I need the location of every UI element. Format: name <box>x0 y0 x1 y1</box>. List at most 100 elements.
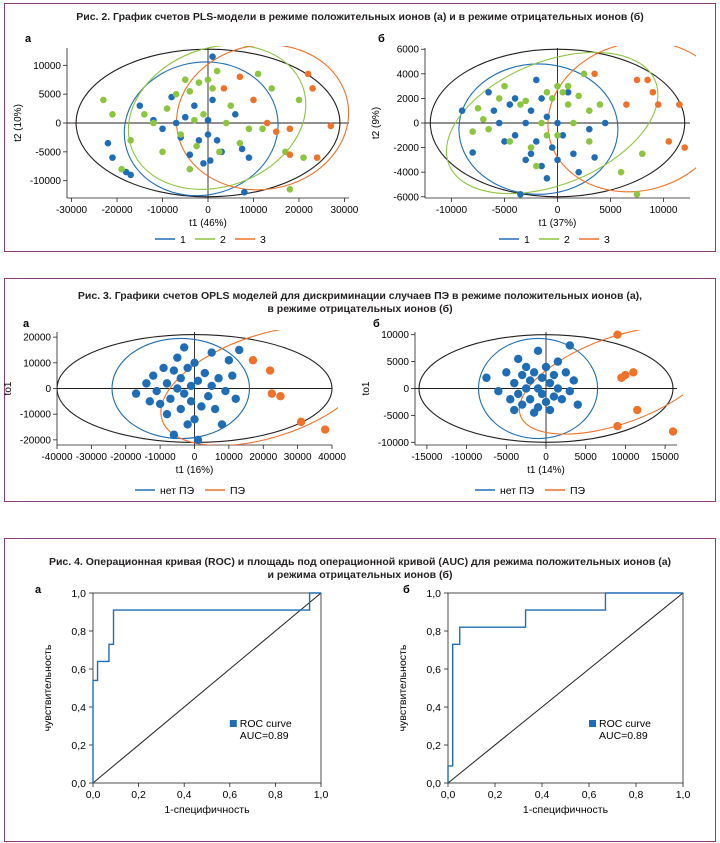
data-point-series-1 <box>109 154 116 161</box>
y-tick-label: 1,0 <box>71 588 86 600</box>
data-point-series-2 <box>548 95 556 102</box>
data-point-series-нет-ПЭ <box>142 379 151 388</box>
data-point-series-2 <box>554 82 561 90</box>
x-tick-label: 30000 <box>284 452 312 463</box>
roc-curve-line <box>92 592 321 783</box>
panel-label: б <box>373 318 380 330</box>
legend-label-no-pe-b: нет ПЭ <box>500 485 535 497</box>
data-point-series-нет-ПЭ <box>517 400 527 409</box>
x-tick-label: 1,0 <box>676 789 691 801</box>
data-point-series-1 <box>501 138 508 145</box>
data-point-series-нет-ПЭ <box>525 395 535 404</box>
data-point-series-1 <box>527 107 535 115</box>
data-point-series-2 <box>172 90 180 98</box>
data-point-series-3 <box>220 85 228 92</box>
data-point-series-1 <box>564 88 572 96</box>
data-point-series-нет-ПЭ <box>521 384 531 393</box>
x-tick-label: -20000 <box>101 205 133 216</box>
y-tick-label: 6000 <box>397 45 420 56</box>
data-point-series-нет-ПЭ <box>162 379 172 388</box>
data-point-series-ПЭ <box>633 405 642 415</box>
data-point-series-нет-ПЭ <box>204 392 213 401</box>
data-point-series-нет-ПЭ <box>183 420 192 429</box>
data-point-series-нет-ПЭ <box>173 384 182 393</box>
data-point-series-нет-ПЭ <box>200 368 210 378</box>
data-point-series-3 <box>649 88 657 96</box>
data-point-series-1 <box>127 171 134 179</box>
data-point-series-2 <box>286 186 294 193</box>
data-point-series-нет-ПЭ <box>565 341 575 350</box>
data-point-series-1 <box>538 95 545 102</box>
reference-diagonal <box>92 592 322 784</box>
legend-label-1b: 1 <box>524 234 530 246</box>
data-point-series-1 <box>213 137 221 144</box>
y-tick-label: -6000 <box>393 192 419 203</box>
data-point-series-1 <box>586 125 593 133</box>
x-tick-label: 0,6 <box>582 789 597 801</box>
x-tick-label: 20000 <box>249 452 277 463</box>
legend-label-2b: 2 <box>564 234 570 246</box>
x-tick-label: 5000 <box>575 452 598 463</box>
data-point-series-1 <box>245 154 253 161</box>
data-point-series-2 <box>480 116 487 123</box>
data-point-series-нет-ПЭ <box>482 373 491 382</box>
data-point-series-1 <box>543 113 551 121</box>
chart-fig4b: б 0,00,0 0,2 0,2 0,4 0,4 0,6 0,6 0,8 0,8 1,0 1,0 1-с… <box>397 584 691 816</box>
figure-4-title-line1: Рис. 4. Операционная кривая (ROC) и площ… <box>48 556 672 568</box>
data-point-series-2 <box>300 154 307 161</box>
data-point-series-нет-ПЭ <box>537 373 547 382</box>
y-tick-label: 0,0 <box>71 778 86 790</box>
data-point-series-1 <box>527 150 535 158</box>
data-point-series-нет-ПЭ <box>545 405 555 415</box>
ellipse-group <box>418 330 683 443</box>
data-point-series-1 <box>485 88 492 96</box>
figure-2-title: Рис. 2. График счетов PLS-модели в режим… <box>76 11 644 23</box>
y-tick-label: 2000 <box>397 94 420 105</box>
data-point-series-2 <box>213 67 221 75</box>
data-point-series-2 <box>141 111 148 118</box>
x-tick-label: -5000 <box>494 452 520 463</box>
data-point-series-3 <box>633 76 641 84</box>
chart-fig2a: а -30000 -20000 -10000 0 10000 20000 30000 -1000… <box>13 33 359 229</box>
data-point-series-1 <box>570 150 577 158</box>
data-point-series-3 <box>676 101 683 108</box>
y-tick-label: -5000 <box>383 411 409 422</box>
data-point-series-нет-ПЭ <box>565 386 575 396</box>
data-point-series-нет-ПЭ <box>173 353 182 362</box>
data-point-series-1 <box>511 131 519 139</box>
data-point-series-нет-ПЭ <box>553 357 563 366</box>
data-point-series-2 <box>254 70 262 78</box>
roc-legend-swatch <box>589 720 596 727</box>
x-tick-label: -30000 <box>76 452 108 463</box>
x-axis-title: 1-специфичность <box>164 804 250 816</box>
data-point-series-ПЭ <box>296 417 306 427</box>
data-point-series-ПЭ <box>265 366 275 375</box>
data-point-series-1 <box>517 191 524 198</box>
data-point-series-1 <box>511 95 519 102</box>
data-point-series-1 <box>601 119 609 127</box>
data-point-series-нет-ПЭ <box>506 395 515 404</box>
x-tick-label: -40000 <box>41 452 73 463</box>
data-point-series-1 <box>181 113 189 121</box>
confidence-ellipse-3 <box>547 46 696 193</box>
data-point-series-нет-ПЭ <box>533 403 543 412</box>
data-point-series-нет-ПЭ <box>529 368 539 377</box>
data-point-series-нет-ПЭ <box>525 376 535 385</box>
x-tick-label: 15000 <box>651 452 679 463</box>
data-point-series-3 <box>236 73 244 81</box>
data-point-series-3 <box>644 76 651 84</box>
data-point-series-2 <box>485 125 492 133</box>
data-point-series-нет-ПЭ <box>159 363 168 373</box>
data-point-series-1 <box>458 107 466 115</box>
data-point-series-нет-ПЭ <box>217 420 227 429</box>
y-tick-label: 4000 <box>397 69 420 80</box>
data-point-series-нет-ПЭ <box>537 389 547 399</box>
legend-label-pe-b: ПЭ <box>570 485 586 497</box>
data-point-series-2 <box>118 165 125 173</box>
data-point-series-2 <box>633 191 641 198</box>
x-tick-label: -10000 <box>147 205 179 216</box>
x-axis-title: t1 (14%) <box>527 465 565 476</box>
data-point-series-2 <box>295 96 303 104</box>
data-point-series-1 <box>495 119 503 127</box>
chart-fig3b: б-15000 -10000 -5000 0 5000 10000 15000-10000-… <box>361 318 683 476</box>
